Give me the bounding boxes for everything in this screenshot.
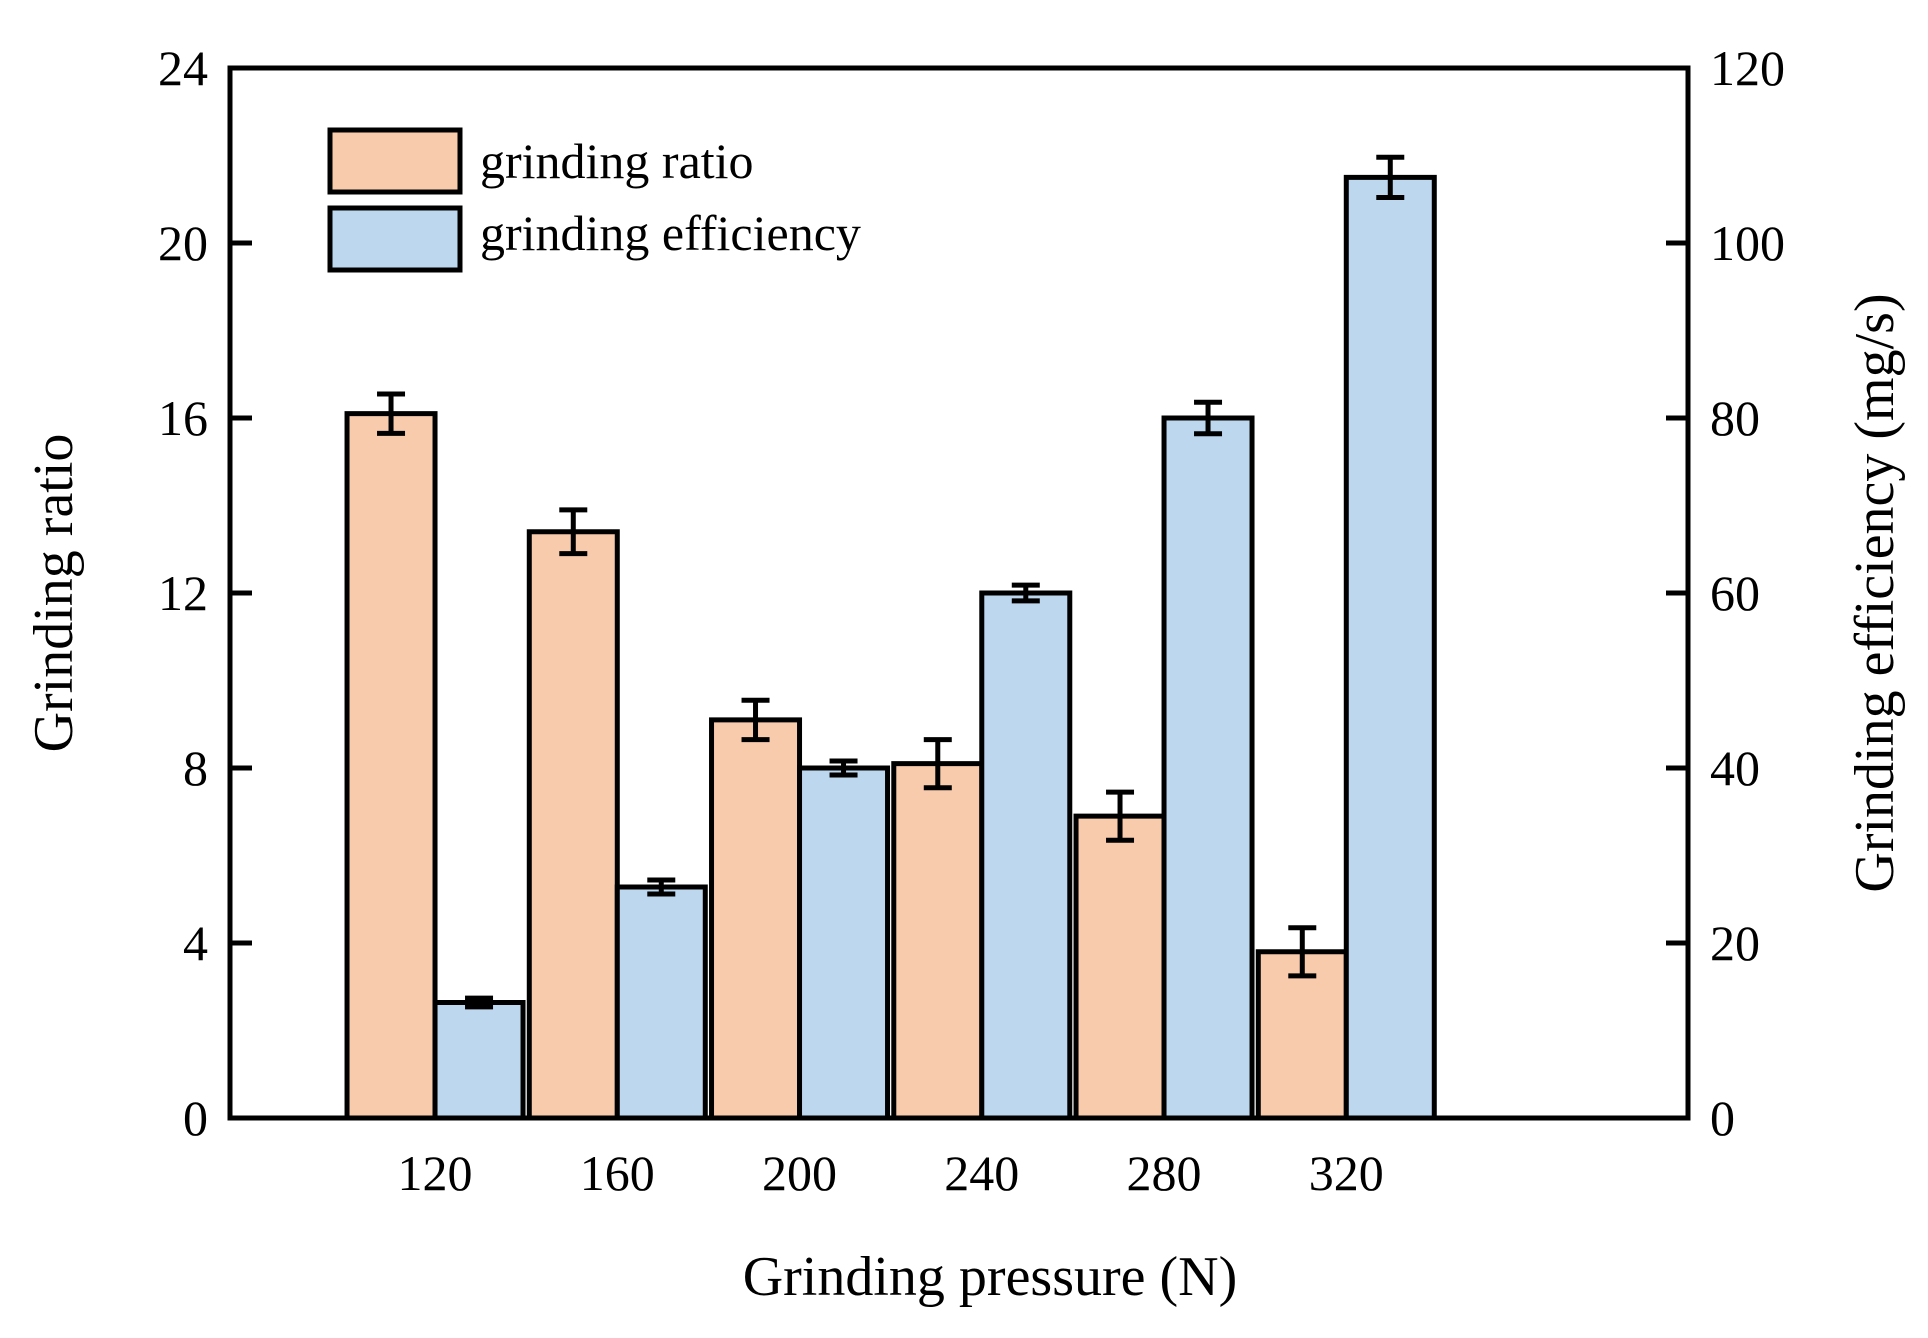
x-axis-title: Grinding pressure (N): [743, 1246, 1238, 1308]
left-tick-label-12: 12: [158, 565, 208, 621]
right-tick-label-40: 40: [1710, 740, 1760, 796]
error-bar-grinding-efficiency-280: [1194, 399, 1223, 437]
left-tick-label-20: 20: [158, 215, 208, 271]
bar-grinding-efficiency-240: [979, 590, 1073, 1121]
bar-grinding-efficiency-200: [797, 765, 891, 1121]
bars-group: [344, 174, 1437, 1121]
bar-grinding-ratio-240: [891, 761, 985, 1121]
error-bar-grinding-ratio-320: [1288, 925, 1317, 979]
right-axis-title: Grinding efficiency (mg/s): [1844, 293, 1906, 892]
bar-grinding-ratio-120: [344, 411, 438, 1121]
x-axis: 120 160 200 240 280 320: [398, 1145, 1384, 1201]
left-tick-label-0: 0: [183, 1090, 208, 1146]
x-tick-label-320: 320: [1309, 1145, 1384, 1201]
bar-grinding-ratio-160: [526, 529, 620, 1121]
right-tick-label-120: 120: [1710, 40, 1785, 96]
bar-grinding-ratio-200: [709, 717, 803, 1121]
right-tick-label-100: 100: [1710, 215, 1785, 271]
left-axis-title: Grinding ratio: [23, 434, 85, 753]
right-tick-label-20: 20: [1710, 915, 1760, 971]
left-tick-label-24: 24: [158, 40, 208, 96]
error-bar-grinding-efficiency-120: [465, 995, 494, 1010]
error-bar-grinding-efficiency-200: [829, 758, 858, 778]
bar-grinding-efficiency-120: [432, 1000, 526, 1121]
bar-grinding-efficiency-320: [1343, 174, 1437, 1121]
error-bar-grinding-ratio-160: [559, 507, 588, 557]
right-axis: 0 20 40 60 80 100 120: [1666, 40, 1785, 1146]
legend-swatch-grinding-ratio: [327, 127, 463, 195]
bar-grinding-ratio-280: [1073, 813, 1167, 1121]
x-tick-label-280: 280: [1127, 1145, 1202, 1201]
x-tick-label-120: 120: [398, 1145, 473, 1201]
x-tick-label-240: 240: [944, 1145, 1019, 1201]
x-tick-label-200: 200: [762, 1145, 837, 1201]
legend-label-grinding-ratio: grinding ratio: [480, 133, 754, 189]
left-axis: 0 4 8 12 16 20 24: [158, 40, 252, 1146]
error-bar-grinding-ratio-280: [1106, 789, 1135, 843]
error-bar-grinding-efficiency-160: [647, 877, 676, 897]
error-bar-grinding-efficiency-240: [1011, 582, 1040, 604]
error-bars-group: [377, 154, 1405, 1010]
bar-grinding-efficiency-280: [1161, 415, 1255, 1121]
right-tick-label-0: 0: [1710, 1090, 1735, 1146]
bar-grinding-efficiency-160: [614, 884, 708, 1121]
left-tick-label-4: 4: [183, 915, 208, 971]
legend: grinding ratio grinding efficiency: [327, 127, 861, 273]
right-tick-label-80: 80: [1710, 390, 1760, 446]
error-bar-grinding-ratio-240: [923, 737, 952, 791]
right-tick-label-60: 60: [1710, 565, 1760, 621]
legend-label-grinding-efficiency: grinding efficiency: [480, 205, 861, 261]
error-bar-grinding-efficiency-320: [1376, 154, 1405, 200]
legend-swatch-grinding-efficiency: [327, 205, 463, 273]
error-bar-grinding-ratio-120: [377, 391, 406, 436]
error-bar-grinding-ratio-200: [741, 697, 770, 743]
left-tick-label-16: 16: [158, 390, 208, 446]
left-tick-label-8: 8: [183, 740, 208, 796]
x-tick-label-160: 160: [580, 1145, 655, 1201]
